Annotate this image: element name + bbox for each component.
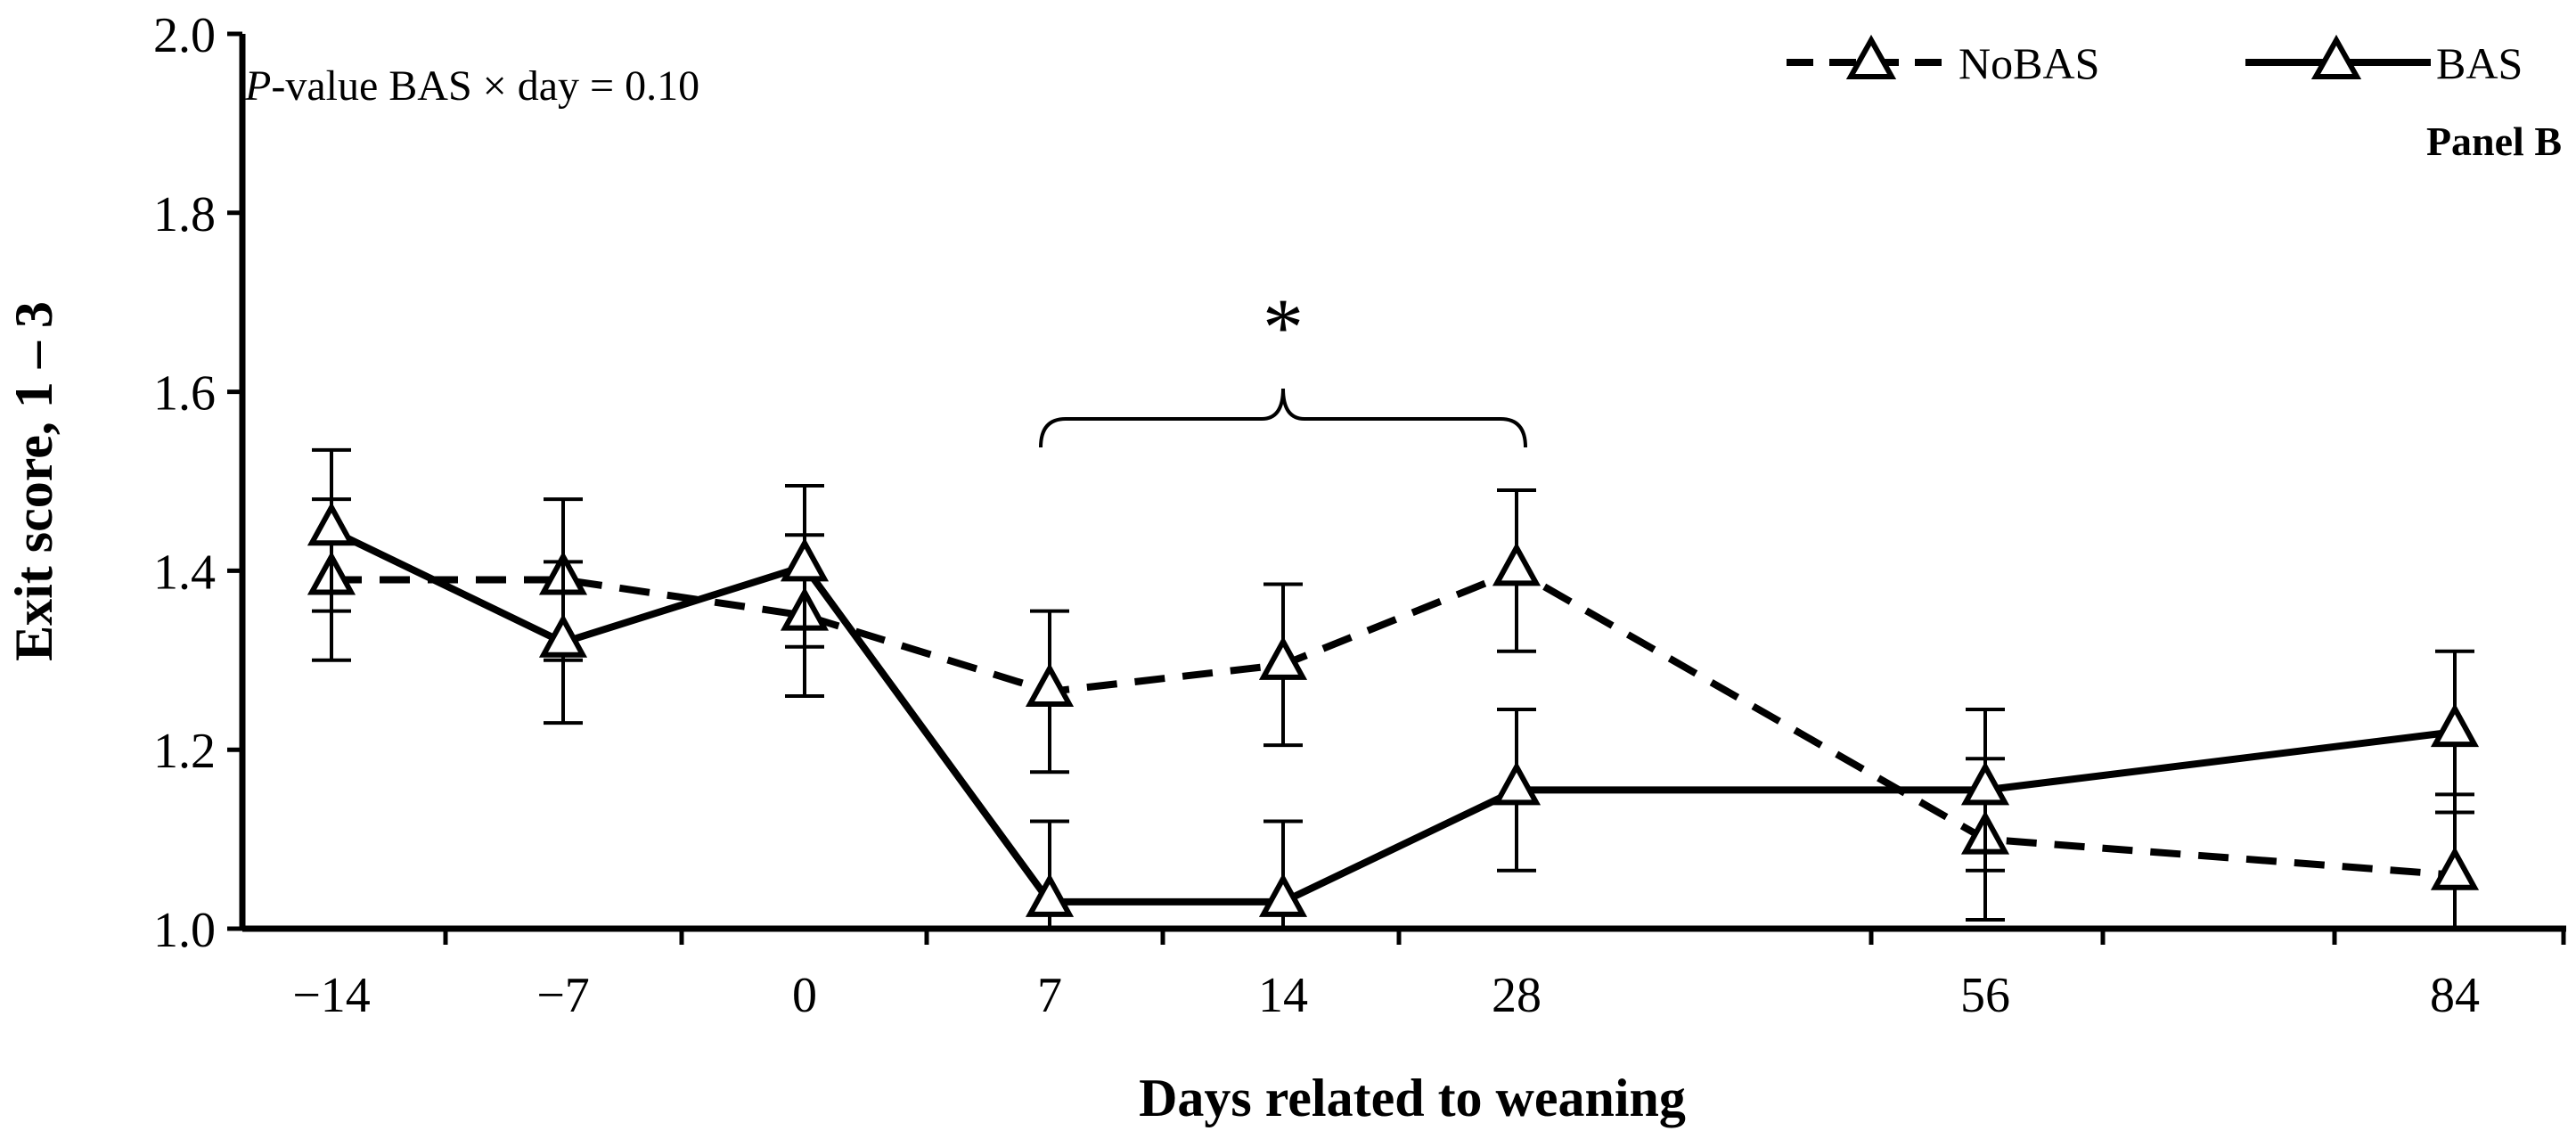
point-bas-0 bbox=[307, 501, 356, 546]
point-bas-1 bbox=[538, 613, 588, 658]
point-bas-5 bbox=[1492, 761, 1542, 806]
x-tick-label-1: −7 bbox=[536, 968, 590, 1023]
point-nobas-7 bbox=[2430, 846, 2480, 890]
point-bas-6 bbox=[1960, 761, 2010, 806]
point-bas-2 bbox=[780, 537, 830, 582]
point-bas-4 bbox=[1258, 873, 1308, 917]
y-tick-label-0: 1.0 bbox=[153, 903, 216, 958]
significance-bracket-path bbox=[1039, 388, 1527, 448]
y-tick-label-4: 1.8 bbox=[153, 187, 216, 242]
x-tick-label-7: 84 bbox=[2430, 968, 2480, 1023]
p-value-italic: P bbox=[244, 62, 271, 110]
y-ticks: 1.0 1.2 1.4 1.6 1.8 2.0 bbox=[153, 8, 242, 958]
x-tick-label-3: 7 bbox=[1037, 968, 1062, 1023]
y-tick-label-5: 2.0 bbox=[153, 8, 216, 63]
x-axis-title: Days related to weaning bbox=[1139, 1069, 1686, 1127]
significance-star: * bbox=[1263, 282, 1304, 373]
x-tick-label-5: 28 bbox=[1492, 968, 1542, 1023]
x-tick-label-2: 0 bbox=[792, 968, 817, 1023]
legend: NoBAS BAS Panel B bbox=[1787, 34, 2562, 164]
p-value-text: -value BAS × day = 0.10 bbox=[271, 62, 699, 110]
series-layer bbox=[307, 447, 2480, 929]
point-bas-7 bbox=[2430, 702, 2480, 748]
series-nobas bbox=[307, 488, 2480, 929]
y-tick-label-2: 1.4 bbox=[153, 545, 216, 600]
x-tick-label-6: 56 bbox=[1960, 968, 2010, 1023]
p-value-annotation: P-value BAS × day = 0.10 bbox=[244, 62, 699, 110]
point-nobas-3 bbox=[1025, 662, 1075, 707]
legend-marker-bas bbox=[2310, 34, 2362, 79]
y-tick-label-1: 1.2 bbox=[153, 724, 216, 779]
legend-label-bas: BAS bbox=[2436, 38, 2523, 88]
point-nobas-4 bbox=[1258, 635, 1308, 680]
x-tick-label-0: −14 bbox=[292, 968, 371, 1023]
y-tick-label-3: 1.6 bbox=[153, 366, 216, 422]
x-ticks: −14 −7 0 7 14 28 56 84 bbox=[292, 929, 2566, 1023]
point-nobas-5 bbox=[1492, 542, 1542, 586]
panel-label: Panel B bbox=[2426, 119, 2562, 164]
point-bas-3 bbox=[1025, 873, 1075, 917]
legend-marker-nobas bbox=[1845, 34, 1897, 79]
legend-label-nobas: NoBAS bbox=[1959, 38, 2099, 88]
y-axis-title: Exit score, 1 – 3 bbox=[4, 301, 63, 661]
series-bas bbox=[307, 447, 2480, 929]
series-line-bas bbox=[330, 527, 2456, 906]
axes bbox=[239, 34, 2566, 932]
x-tick-label-4: 14 bbox=[1258, 968, 1308, 1023]
significance-bracket: * bbox=[1039, 282, 1527, 448]
